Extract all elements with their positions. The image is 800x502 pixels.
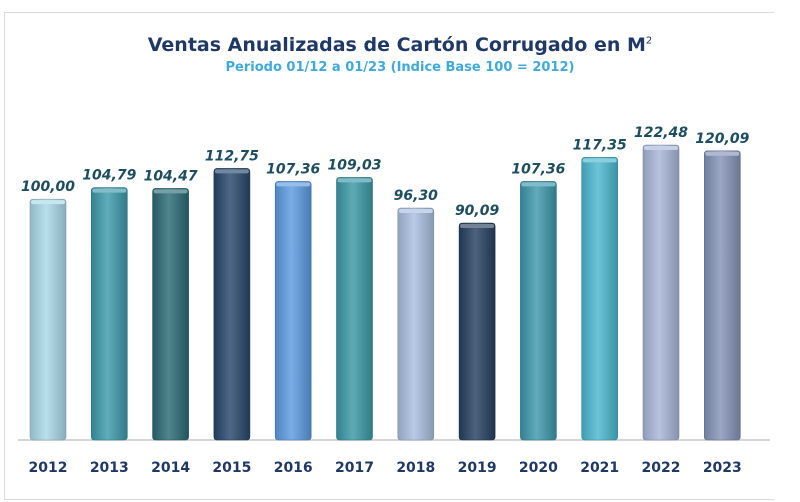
value-label-2020: 107,36 xyxy=(511,161,565,177)
tick-label-2016: 2016 xyxy=(274,460,313,476)
bar-highlight-2020 xyxy=(521,182,556,187)
chart-title: Ventas Anualizadas de Cartón Corrugado e… xyxy=(147,34,653,56)
tick-label-2020: 2020 xyxy=(519,460,558,476)
title-superscript: 2 xyxy=(645,35,653,47)
value-label-2015: 112,75 xyxy=(205,148,259,164)
bar-2020 xyxy=(520,181,557,441)
bar-highlight-2021 xyxy=(582,158,617,163)
value-label-2016: 107,36 xyxy=(266,161,320,177)
bar-2016 xyxy=(274,181,312,441)
bar-2023 xyxy=(703,150,741,441)
value-label-2014: 104,47 xyxy=(144,168,198,184)
tick-label-2012: 2012 xyxy=(29,460,68,476)
bar-highlight-2022 xyxy=(644,146,678,150)
bar-highlight-2017 xyxy=(337,178,372,183)
bar-2015 xyxy=(213,168,251,441)
chart-frame xyxy=(4,12,774,500)
bar-2014 xyxy=(152,188,189,441)
tick-label-2014: 2014 xyxy=(151,460,190,476)
bar-highlight-2014 xyxy=(153,189,188,194)
value-label-2022: 122,48 xyxy=(634,125,688,141)
bar-2022 xyxy=(642,144,680,441)
value-label-2021: 117,35 xyxy=(573,137,627,153)
bar-highlight-2016 xyxy=(276,182,311,187)
bar-highlight-2019 xyxy=(460,224,495,229)
tick-label-2021: 2021 xyxy=(580,460,619,476)
value-label-2019: 90,09 xyxy=(455,203,500,219)
value-label-2018: 96,30 xyxy=(394,188,439,204)
bar-2013 xyxy=(91,187,128,441)
tick-label-2023: 2023 xyxy=(703,460,742,476)
bar-highlight-2012 xyxy=(31,200,65,205)
bar-highlight-2018 xyxy=(398,209,433,214)
tick-label-2019: 2019 xyxy=(458,460,497,476)
bar-highlight-2023 xyxy=(705,151,740,156)
bar-2018 xyxy=(397,207,435,441)
bar-2021 xyxy=(581,157,619,441)
bar-2019 xyxy=(458,222,496,441)
tick-label-2013: 2013 xyxy=(90,460,129,476)
chart-subtitle: Periodo 01/12 a 01/23 (Indice Base 100 =… xyxy=(225,60,575,75)
value-label-2023: 120,09 xyxy=(695,131,749,147)
bar-highlight-2015 xyxy=(214,169,249,174)
tick-label-2015: 2015 xyxy=(212,460,251,476)
value-label-2012: 100,00 xyxy=(21,179,75,195)
bar-highlight-2013 xyxy=(92,188,127,193)
tick-label-2018: 2018 xyxy=(396,460,435,476)
tick-label-2017: 2017 xyxy=(335,460,374,476)
value-label-2013: 104,79 xyxy=(82,168,136,184)
tick-label-2022: 2022 xyxy=(642,460,681,476)
value-label-2017: 109,03 xyxy=(327,157,381,173)
bar-2012 xyxy=(29,198,67,441)
bar-2017 xyxy=(336,177,373,441)
